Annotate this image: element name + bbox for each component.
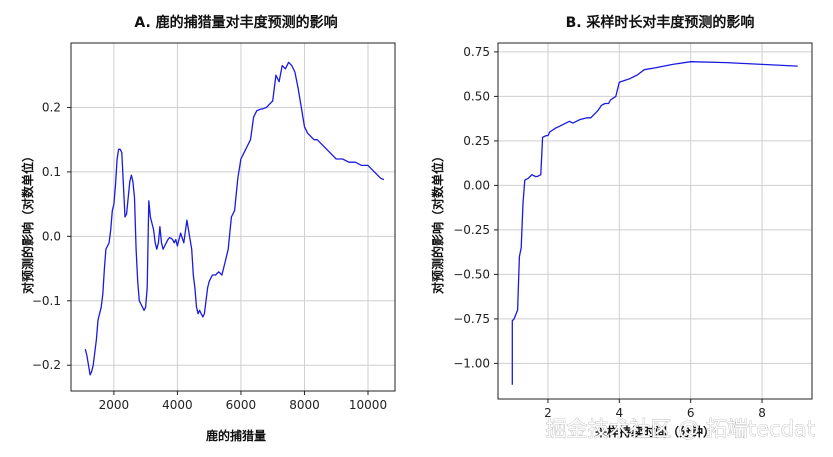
- chart-a-ytick-label: −0.2: [32, 358, 61, 372]
- chart-a-line: [84, 61, 385, 376]
- chart-a-ytick-label: 0.0: [42, 229, 61, 243]
- watermark: 掘金技术社区 @ 拓端tecdat: [546, 417, 815, 441]
- chart-a-xtick-label: 8000: [289, 398, 320, 412]
- chart-b-line: [511, 61, 798, 385]
- chart-a-ytick-label: −0.1: [32, 294, 61, 308]
- chart-b-ytick-label: 0.75: [463, 45, 490, 59]
- chart-b-ytick-label: 0.00: [463, 178, 490, 192]
- chart-a: A. 鹿的捕猎量对丰度预测的影响 2000 4000 6000 8000 10000 −0…: [20, 14, 396, 443]
- chart-b-xtick-label: 2: [544, 406, 552, 420]
- chart-b-xtick-label: 8: [758, 406, 766, 420]
- chart-b-ytick-label: −1.00: [453, 356, 490, 370]
- chart-b-grid: [498, 43, 812, 399]
- chart-a-grid: [71, 43, 395, 391]
- chart-a-ticks: 2000 4000 6000 8000 10000 −0.2 −0.1 0.0 0.1 0.2: [32, 100, 387, 412]
- chart-a-xtick-label: 6000: [226, 398, 257, 412]
- chart-b-ylabel: 对预测的影响（对数单位）: [430, 150, 445, 294]
- chart-b-title: B. 采样时长对丰度预测的影响: [566, 14, 755, 31]
- chart-b-series: [511, 61, 798, 385]
- chart-a-ylabel: 对预测的影响（对数单位）: [20, 150, 35, 294]
- chart-b-frame: [497, 42, 813, 400]
- chart-b: B. 采样时长对丰度预测的影响 2 4 6 8 −1.00 −0.75 −0.50 −0.25…: [430, 14, 813, 439]
- chart-b-ticks: 2 4 6 8 −1.00 −0.75 −0.50 −0.25 0.00 0.25 0.50 0.75: [453, 45, 766, 420]
- chart-b-ytick-label: −0.50: [453, 267, 490, 281]
- chart-b-ytick-label: −0.25: [453, 223, 490, 237]
- chart-a-xtick-label: 4000: [162, 398, 193, 412]
- chart-a-ytick-label: 0.2: [42, 100, 61, 114]
- chart-a-xtick-label: 10000: [349, 398, 387, 412]
- chart-a-xlabel: 鹿的捕猎量: [206, 428, 266, 443]
- chart-a-xtick-label: 2000: [99, 398, 130, 412]
- chart-a-series: [84, 61, 385, 376]
- chart-b-ytick-label: −0.75: [453, 312, 490, 326]
- chart-b-ytick-label: 0.25: [463, 134, 490, 148]
- chart-b-xtick-label: 6: [687, 406, 695, 420]
- chart-a-frame: [70, 42, 396, 392]
- chart-a-ytick-label: 0.1: [42, 165, 61, 179]
- chart-b-ytick-label: 0.50: [463, 89, 490, 103]
- chart-b-xtick-label: 4: [615, 406, 623, 420]
- chart-a-title: A. 鹿的捕猎量对丰度预测的影响: [134, 14, 337, 31]
- chart-b-xlabel: 采样持续时间（分钟）: [594, 424, 715, 439]
